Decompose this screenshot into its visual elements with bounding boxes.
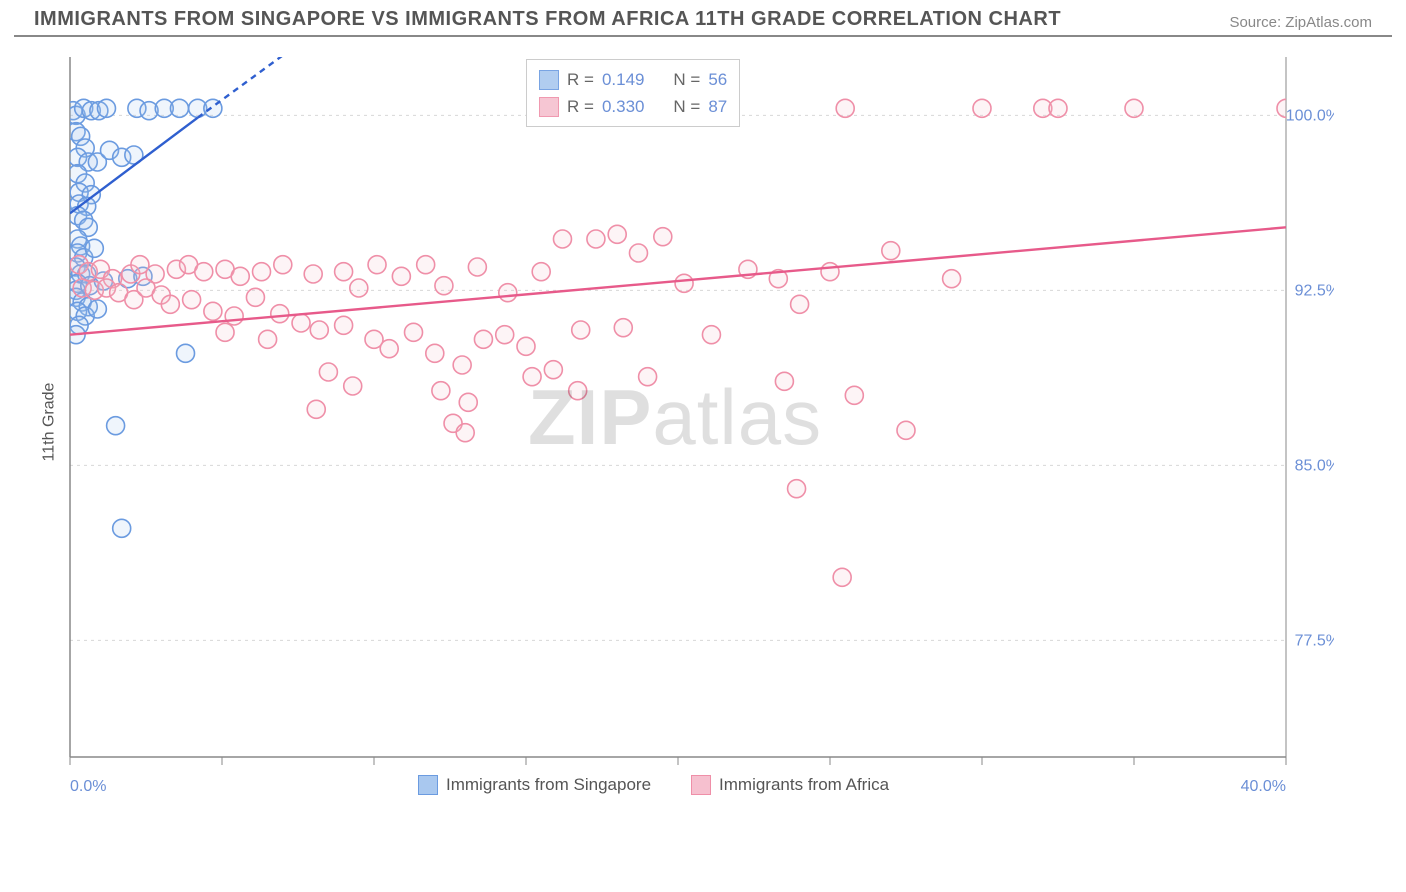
legend-r-prefix: R = <box>567 93 594 120</box>
series-legend: Immigrants from Singapore Immigrants from… <box>418 775 889 795</box>
svg-text:77.5%: 77.5% <box>1295 632 1334 649</box>
legend-swatch <box>418 775 438 795</box>
source-label: Source: ZipAtlas.com <box>1229 14 1372 31</box>
series-legend-label: Immigrants from Singapore <box>446 775 651 795</box>
legend-n-value: 56 <box>708 66 727 93</box>
series-legend-item: Immigrants from Singapore <box>418 775 651 795</box>
svg-text:0.0%: 0.0% <box>70 778 106 795</box>
svg-text:40.0%: 40.0% <box>1241 778 1286 795</box>
correlation-legend: R = 0.149 N = 56 R = 0.330 N = 87 <box>526 59 740 127</box>
legend-swatch <box>539 97 559 117</box>
svg-text:100.0%: 100.0% <box>1286 107 1334 124</box>
legend-row: R = 0.149 N = 56 <box>539 66 727 93</box>
chart-container: 11th Grade 77.5% 85.0% 92.5% 100.0% 0.0% 40.0… <box>14 37 1392 807</box>
legend-r-value: 0.149 <box>602 66 656 93</box>
legend-n-prefix: N = <box>664 66 700 93</box>
legend-n-value: 87 <box>708 93 727 120</box>
series-legend-item: Immigrants from Africa <box>691 775 889 795</box>
legend-r-prefix: R = <box>567 66 594 93</box>
legend-swatch <box>539 70 559 90</box>
svg-text:85.0%: 85.0% <box>1295 457 1334 474</box>
legend-n-prefix: N = <box>664 93 700 120</box>
title-bar: IMMIGRANTS FROM SINGAPORE VS IMMIGRANTS … <box>14 0 1392 37</box>
legend-r-value: 0.330 <box>602 93 656 120</box>
legend-row: R = 0.330 N = 87 <box>539 93 727 120</box>
chart-title: IMMIGRANTS FROM SINGAPORE VS IMMIGRANTS … <box>34 8 1061 31</box>
legend-swatch <box>691 775 711 795</box>
scatter-plot: 77.5% 85.0% 92.5% 100.0% 0.0% 40.0% <box>14 37 1334 807</box>
y-axis-label: 11th Grade <box>40 383 58 462</box>
series-legend-label: Immigrants from Africa <box>719 775 889 795</box>
svg-text:92.5%: 92.5% <box>1295 282 1334 299</box>
